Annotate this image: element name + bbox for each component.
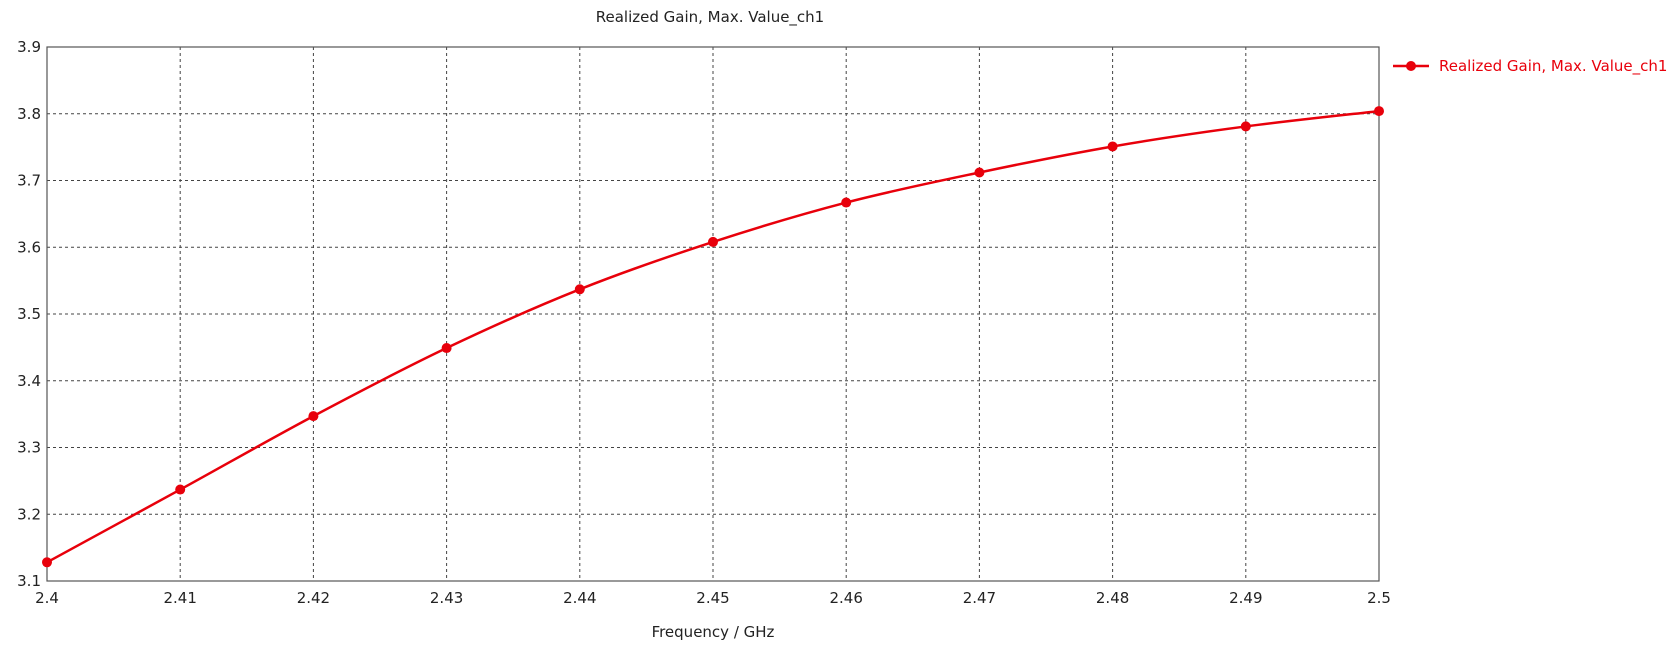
series-layer bbox=[42, 106, 1384, 568]
data-point bbox=[1107, 141, 1118, 152]
data-point bbox=[574, 284, 585, 295]
x-tick-label: 2.42 bbox=[297, 589, 330, 607]
y-tick-label: 3.6 bbox=[17, 238, 41, 256]
x-tick-label: 2.49 bbox=[1229, 589, 1262, 607]
y-tick-label: 3.7 bbox=[17, 172, 41, 190]
x-tick-label: 2.4 bbox=[35, 589, 59, 607]
data-point bbox=[974, 167, 985, 178]
data-point bbox=[708, 236, 718, 247]
data-point bbox=[175, 484, 186, 495]
y-axis-ticks: 3.1 3.2 3.3 3.4 3.5 3.6 3.7 3.8 3.9 bbox=[17, 38, 41, 590]
grid-lines bbox=[47, 47, 1379, 581]
series-line bbox=[46, 109, 1380, 564]
y-tick-label: 3.5 bbox=[17, 305, 41, 323]
x-tick-label: 2.47 bbox=[963, 589, 996, 607]
data-point bbox=[841, 197, 852, 208]
x-axis-label: Frequency / GHz bbox=[652, 623, 775, 641]
data-point bbox=[1240, 121, 1251, 132]
data-point bbox=[441, 343, 452, 354]
y-tick-label: 3.1 bbox=[17, 572, 41, 590]
y-tick-label: 3.8 bbox=[17, 105, 41, 123]
x-tick-label: 2.5 bbox=[1367, 589, 1391, 607]
y-tick-label: 3.3 bbox=[17, 439, 41, 457]
data-point bbox=[1374, 106, 1384, 117]
chart-title: Realized Gain, Max. Value_ch1 bbox=[596, 8, 824, 27]
y-tick-label: 3.9 bbox=[17, 38, 41, 56]
data-point bbox=[308, 411, 319, 422]
x-tick-label: 2.43 bbox=[430, 589, 463, 607]
legend-marker bbox=[1406, 61, 1416, 71]
x-axis-ticks: 2.4 2.41 2.42 2.43 2.44 2.45 2.46 2.47 2.48 2.49 2… bbox=[35, 589, 1391, 607]
y-tick-label: 3.4 bbox=[17, 372, 41, 390]
x-tick-label: 2.45 bbox=[696, 589, 729, 607]
y-tick-label: 3.2 bbox=[17, 505, 41, 523]
x-tick-label: 2.46 bbox=[829, 589, 862, 607]
legend: Realized Gain, Max. Value_ch1 bbox=[1393, 57, 1667, 76]
x-tick-label: 2.44 bbox=[563, 589, 596, 607]
legend-label: Realized Gain, Max. Value_ch1 bbox=[1439, 57, 1667, 76]
plot-area bbox=[46, 46, 1380, 582]
data-point bbox=[42, 557, 52, 568]
x-tick-label: 2.48 bbox=[1096, 589, 1129, 607]
x-tick-label: 2.41 bbox=[163, 589, 196, 607]
